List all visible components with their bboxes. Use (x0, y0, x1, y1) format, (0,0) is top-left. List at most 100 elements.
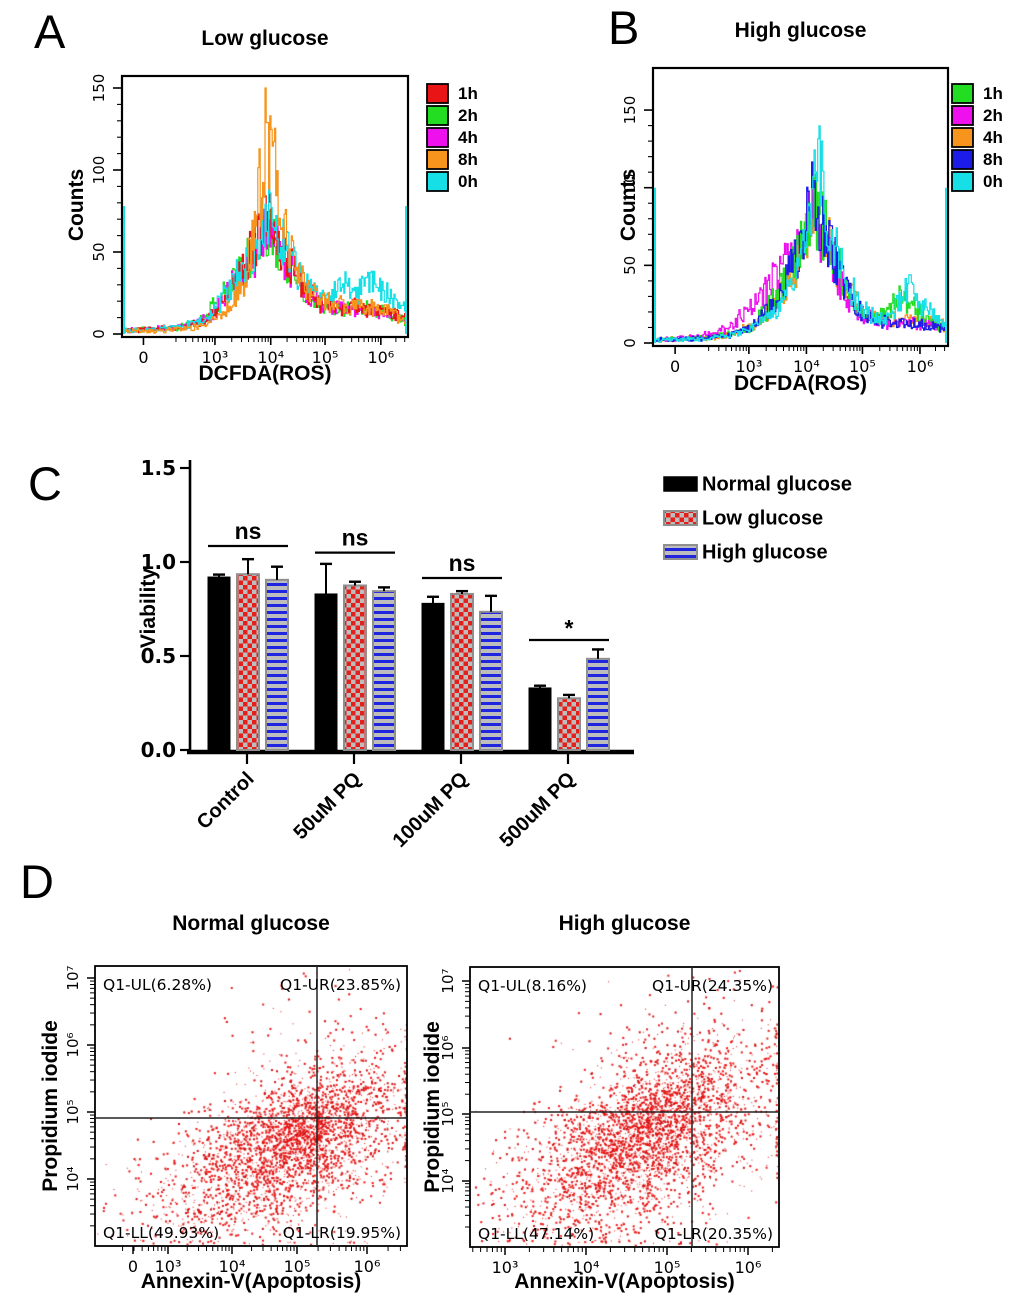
legend-swatch-8h (951, 149, 974, 170)
panel-a-histogram: 0 50 100 150 0 10³ 10⁴ 10⁵ 10⁶ 1h 2h 4h 8h 0h (90, 74, 478, 367)
x-category-label: 500uM PQ (496, 768, 580, 852)
y-tick-label: 10⁷ (64, 965, 82, 990)
panel-a-title: Low glucose (201, 27, 329, 50)
y-tick-label: 50 (90, 242, 108, 261)
y-tick-label: 100 (621, 173, 639, 202)
legend-swatch-2h (426, 105, 449, 126)
trace-4h (654, 194, 947, 343)
bar-Normal glucose-50uM PQ (314, 593, 338, 751)
bar-Low glucose-Control (236, 573, 260, 751)
x-tick-label: 0 (670, 357, 680, 376)
x-tick-label: 10⁶ (354, 1257, 381, 1276)
trace-1h (654, 173, 947, 343)
quadrant-label-ll: Q1-LL(47.14%) (478, 1225, 594, 1243)
significance-label: ns (342, 525, 369, 551)
trace-0h (654, 125, 947, 343)
y-tick-label: 150 (90, 74, 108, 103)
panel-d-right-xaxis-label: Annexin-V(Apoptosis) (514, 1270, 735, 1293)
panel-d-right-axes: 10³ 10⁴ 10⁵ 10⁶ 10⁴ 10⁵ 10⁶ 10⁷ Q1-UL(8.16%) Q1-U… (439, 966, 780, 1277)
histograms-layer: Counts Counts 0 50 100 150 0 10³ 10⁴ 10⁵ 10⁶ 1h 2h… (65, 66, 1003, 376)
y-tick-label: 100 (90, 156, 108, 185)
x-tick-label: 10⁶ (735, 1258, 762, 1277)
x-tick-label: 10³ (735, 357, 762, 376)
x-category-label: 100uM PQ (389, 768, 473, 852)
legend-swatch-2h (951, 105, 974, 126)
panel-c-bars: 0.0 0.5 1.0 1.5 ns ns ns * Control 50uM PQ 100uM P… (141, 456, 852, 852)
legend-swatch-8h (426, 149, 449, 170)
significance-label: * (565, 615, 574, 641)
x-tick-label: 10³ (155, 1257, 182, 1276)
panel-c-yaxis-label: Viability (137, 568, 160, 648)
y-tick-label: 10⁵ (439, 1101, 457, 1126)
trace-8h (123, 87, 407, 334)
y-tick-label: 1.0 (141, 550, 176, 574)
panel-b-letter: B (608, 1, 640, 54)
x-tick-label: 10⁵ (312, 348, 339, 367)
panel-a-xaxis-label: DCFDA(ROS) (198, 362, 332, 385)
y-tick-label: 50 (621, 256, 639, 275)
legend-swatch-solid-black (663, 476, 698, 492)
panel-a-yaxis-label: Counts (65, 169, 88, 241)
legend-swatch-1h (426, 83, 449, 104)
panel-d-left-axes: 0 10³ 10⁴ 10⁵ 10⁶ 10⁴ 10⁵ 10⁶ 10⁷ Q1-UL(6.28%) Q1-… (64, 965, 408, 1276)
x-tick-label: 10⁴ (219, 1257, 246, 1276)
bar-Normal glucose-Control (207, 576, 231, 751)
y-tick-label: 10⁵ (64, 1099, 82, 1124)
panel-d-letter: D (20, 855, 54, 908)
legend-swatch-red-checker (663, 510, 698, 526)
x-tick-label: 10⁴ (257, 348, 284, 367)
bar-Low glucose-500uM PQ (557, 697, 581, 751)
x-tick-label: 0 (128, 1257, 138, 1276)
quadrant-label-ur: Q1-UR(23.85%) (280, 976, 401, 994)
legend-swatch-0h (426, 171, 449, 192)
quadrant-label-lr: Q1-LR(19.95%) (283, 1224, 401, 1242)
quadrant-label-ur: Q1-UR(24.35%) (652, 977, 773, 995)
panel-b-histogram: 0 50 100 150 0 10³ 10⁴ 10⁵ 10⁶ 1h 2h 4h 8h 0h (621, 66, 1003, 376)
bar-Normal glucose-500uM PQ (528, 687, 552, 751)
legend-label-2h: 2h (458, 106, 478, 125)
panel-d-left-title: Normal glucose (172, 912, 330, 935)
x-category-label: Control (193, 768, 259, 834)
scatter-points-high-glucose (471, 968, 778, 1246)
legend-label-2h: 2h (983, 106, 1003, 125)
y-tick-label: 150 (621, 96, 639, 125)
bar-Normal glucose-100uM PQ (421, 602, 445, 751)
legend-label: Low glucose (702, 508, 823, 530)
y-tick-label: 10⁴ (439, 1168, 457, 1193)
legend-label-1h: 1h (983, 84, 1003, 103)
x-tick-label: 10³ (492, 1258, 519, 1277)
legend-swatch-1h (951, 83, 974, 104)
panel-a-letter: A (34, 5, 66, 58)
legend-swatch-4h (951, 127, 974, 148)
legend-swatch-0h (951, 171, 974, 192)
plot-frame (469, 966, 780, 1248)
y-tick-label: 10⁴ (64, 1166, 82, 1191)
x-tick-label: 10⁵ (654, 1258, 681, 1277)
quadrant-label-ul: Q1-UL(6.28%) (103, 976, 212, 994)
x-tick-label: 10³ (202, 348, 229, 367)
quadrant-label-ll: Q1-LL(49.93%) (103, 1224, 219, 1242)
x-tick-label: 10⁴ (793, 357, 820, 376)
scatter-points-normal-glucose (96, 967, 407, 1245)
x-category-label: 50uM PQ (289, 768, 365, 844)
x-tick-label: 10⁴ (573, 1258, 600, 1277)
significance-label: ns (449, 550, 476, 576)
trace-0h (123, 183, 407, 334)
plot-frame (94, 965, 408, 1247)
scatter-layer: Propidium iodide Propidium iodide 0 10³ 10… (39, 965, 780, 1277)
panel-d-right-yaxis-label: Propidium iodide (421, 1021, 444, 1193)
legend-swatch-blue-stripes (663, 544, 698, 560)
bar-Low glucose-100uM PQ (450, 592, 474, 752)
x-tick-label: 10⁶ (907, 357, 934, 376)
y-tick-label: 10⁶ (64, 1032, 82, 1057)
y-tick-label: 0 (621, 338, 639, 348)
x-tick-label: 10⁶ (367, 348, 394, 367)
panel-d-left-yaxis-label: Propidium iodide (39, 1020, 62, 1192)
panel-c-letter: C (28, 457, 62, 510)
x-tick-label: 10⁵ (849, 357, 876, 376)
y-tick-label: 0.5 (141, 644, 176, 668)
legend-label: Normal glucose (702, 474, 852, 496)
quadrant-label-ul: Q1-UL(8.16%) (478, 977, 587, 995)
panel-b-yaxis-label: Counts (617, 169, 640, 241)
